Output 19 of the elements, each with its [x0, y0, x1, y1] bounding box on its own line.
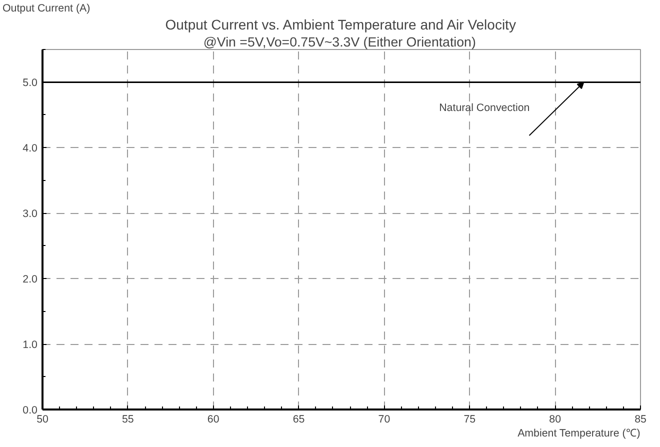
y-axis-title: Output Current (A): [2, 2, 90, 14]
x-tick-label: 70: [378, 414, 390, 426]
series-label: Natural Convection: [439, 102, 530, 114]
x-tick-label: 80: [549, 414, 562, 426]
x-tick-label: 60: [207, 414, 220, 426]
y-tick-label: 4.0: [22, 142, 38, 155]
y-tick-label: 2.0: [22, 274, 38, 286]
x-tick-label: 50: [36, 414, 48, 426]
y-tick-label: 5.0: [22, 77, 38, 90]
y-tick-label: 1.0: [22, 339, 38, 352]
x-tick-label: 75: [464, 414, 476, 426]
chart-title: Output Current vs. Ambient Temperature and Air Velocity: [165, 16, 516, 32]
y-tick-label: 3.0: [22, 208, 38, 220]
x-tick-label: 85: [634, 414, 646, 426]
x-axis-title: Ambient Temperature (℃): [518, 428, 640, 440]
x-tick-label: 55: [122, 414, 134, 426]
chart-subtitle: @Vin =5V,Vo=0.75V~3.3V (Either Orientation): [203, 34, 476, 50]
x-tick-label: 65: [292, 414, 305, 426]
y-tick-label: 0.0: [22, 404, 38, 416]
